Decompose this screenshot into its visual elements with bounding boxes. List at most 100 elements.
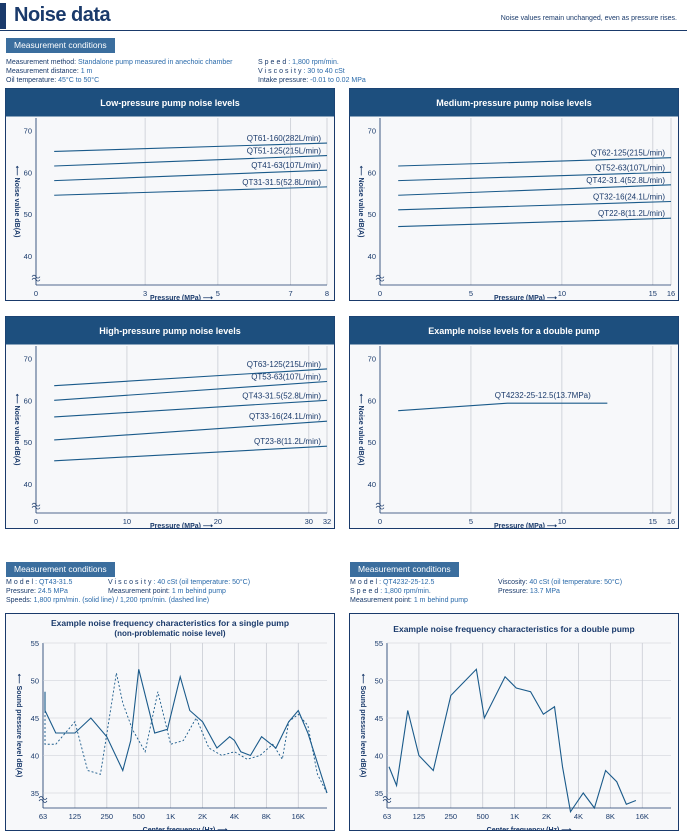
- y-axis-label: ⟵ Noise value dB(A): [13, 166, 20, 238]
- method-value: Standalone pump measured in anechoic cha…: [78, 59, 233, 66]
- series-line: [398, 184, 672, 196]
- x-tick-label: 5: [469, 289, 473, 298]
- series-line: [54, 142, 328, 152]
- x-tick-label: 7: [289, 289, 293, 298]
- double-model-label: Model: [350, 579, 380, 586]
- x-tick-label: 0: [378, 517, 382, 526]
- series-line: [54, 445, 328, 462]
- y-tick-label: 50: [24, 438, 32, 447]
- series-label: QT41-63(107L/min): [251, 161, 321, 170]
- x-tick-label: 63: [383, 812, 391, 821]
- double-pressure-label: Pressure:: [498, 588, 528, 595]
- double-viscosity-value: 40 cSt (oil temperature: 50°C): [529, 579, 623, 586]
- y-tick-label: 50: [368, 210, 376, 219]
- conditions-top-left: Measurement method: Standalone pump meas…: [6, 58, 233, 85]
- y-tick-label: 50: [24, 210, 32, 219]
- intake-label: Intake pressure:: [258, 77, 309, 84]
- series-line: [398, 200, 672, 211]
- y-tick-label: 40: [375, 752, 383, 761]
- x-axis-label: Pressure (MPa) ⟶: [150, 295, 213, 301]
- y-tick-label: 40: [24, 252, 32, 261]
- double-model-value: : QT4232-25-12.5: [379, 579, 435, 586]
- x-tick-label: 16: [667, 289, 675, 298]
- distance-value: 1 m: [80, 68, 93, 75]
- oil-value: 45°C to 50°C: [58, 77, 100, 84]
- method-label: Measurement method:: [6, 59, 77, 66]
- x-tick-label: 250: [445, 812, 458, 821]
- x-tick-label: 1K: [166, 812, 175, 821]
- double-pressure-value: 13.7 MPa: [529, 588, 560, 595]
- chart-title: Medium-pressure pump noise levels: [436, 98, 592, 108]
- y-tick-label: 40: [24, 480, 32, 489]
- x-tick-label: 5: [216, 289, 220, 298]
- y-axis-label: ⟵ Sound pressure level dB(A): [15, 674, 22, 778]
- double-point-label: Measurement point:: [350, 597, 412, 604]
- axis-break-mark: [31, 274, 41, 282]
- double-viscosity-label: Viscosity:: [498, 579, 528, 586]
- single-speeds-label: Speeds:: [6, 597, 32, 604]
- series-line: [388, 668, 637, 814]
- x-tick-label: 16: [667, 517, 675, 526]
- double-point-value: 1 m behind pump: [413, 597, 468, 604]
- x-tick-label: 20: [214, 517, 222, 526]
- x-axis-label: Pressure (MPa) ⟶: [494, 523, 557, 529]
- title-bar: [5, 316, 335, 345]
- series-label: QT62-125(215L/min): [591, 149, 666, 158]
- conditions-double: Model: QT4232-25-12.5 Speed: 1,800 rpm/m…: [350, 578, 468, 605]
- chart-title: Example noise frequency characteristics …: [51, 618, 289, 628]
- title-bar: [349, 88, 679, 117]
- x-axis-label: Pressure (MPa) ⟶: [150, 523, 213, 529]
- series-line: [54, 169, 328, 182]
- y-axis-label: ⟵ Noise value dB(A): [357, 166, 364, 238]
- conditions-double-tag: Measurement conditions: [350, 562, 459, 577]
- header-divider: [0, 30, 687, 31]
- series-label: QT63-125(215L/min): [247, 360, 322, 369]
- conditions-double-right: Viscosity: 40 cSt (oil temperature: 50°C…: [498, 578, 622, 596]
- series-label: QT61-160(282L/min): [247, 134, 322, 143]
- x-axis-label: Pressure (MPa) ⟶: [494, 295, 557, 301]
- speed-label: Speed: [258, 59, 289, 66]
- axis-break-mark: [38, 796, 48, 803]
- panel-frame: [349, 613, 679, 831]
- x-tick-label: 16K: [636, 812, 649, 821]
- single-point-label: Measurement point:: [108, 588, 170, 595]
- x-tick-label: 0: [34, 517, 38, 526]
- x-tick-label: 63: [39, 812, 47, 821]
- single-viscosity-value: : 40 cSt (oil temperature: 50°C): [153, 579, 251, 586]
- x-tick-label: 125: [413, 812, 426, 821]
- y-axis-label: ⟵ Noise value dB(A): [357, 394, 364, 466]
- x-tick-label: 10: [558, 517, 566, 526]
- conditions-single-tag: Measurement conditions: [6, 562, 115, 577]
- y-tick-label: 45: [375, 714, 383, 723]
- title-bar: [5, 88, 335, 117]
- x-tick-label: 500: [476, 812, 489, 821]
- double-speed-value: : 1,800 rpm/min.: [380, 588, 431, 595]
- x-tick-label: 2K: [542, 812, 551, 821]
- series-line: [54, 420, 328, 441]
- x-tick-label: 4K: [230, 812, 239, 821]
- x-tick-label: 4K: [574, 812, 583, 821]
- series-label: QT42-31.4(52.8L/min): [586, 176, 665, 185]
- axis-break-mark: [31, 502, 41, 510]
- x-tick-label: 2K: [198, 812, 207, 821]
- single-model-value: : QT43-31.5: [35, 579, 73, 586]
- intake-value: -0.01 to 0.02 MPa: [310, 77, 366, 84]
- y-tick-label: 60: [368, 168, 376, 177]
- x-tick-label: 125: [69, 812, 82, 821]
- y-axis-label: ⟵ Sound pressure level dB(A): [359, 674, 366, 778]
- single-model-label: Model: [6, 579, 36, 586]
- chart-subtitle: (non-problematic noise level): [114, 629, 225, 638]
- y-tick-label: 40: [31, 752, 39, 761]
- series-label: QT23-8(11.2L/min): [254, 437, 321, 446]
- conditions-tag: Measurement conditions: [6, 38, 115, 53]
- series-line: [398, 402, 608, 412]
- series-line: [54, 368, 328, 387]
- single-viscosity-label: Viscosity: [108, 579, 154, 586]
- series-label: QT43-31.5(52.8L/min): [242, 391, 321, 400]
- distance-label: Measurement distance:: [6, 68, 79, 75]
- x-tick-label: 10: [558, 289, 566, 298]
- axis-break-mark: [382, 796, 392, 803]
- page-title: Noise data: [14, 4, 111, 26]
- chart-frequency-double-pump: Example noise frequency characteristics …: [349, 613, 679, 831]
- chart-title: High-pressure pump noise levels: [99, 326, 241, 336]
